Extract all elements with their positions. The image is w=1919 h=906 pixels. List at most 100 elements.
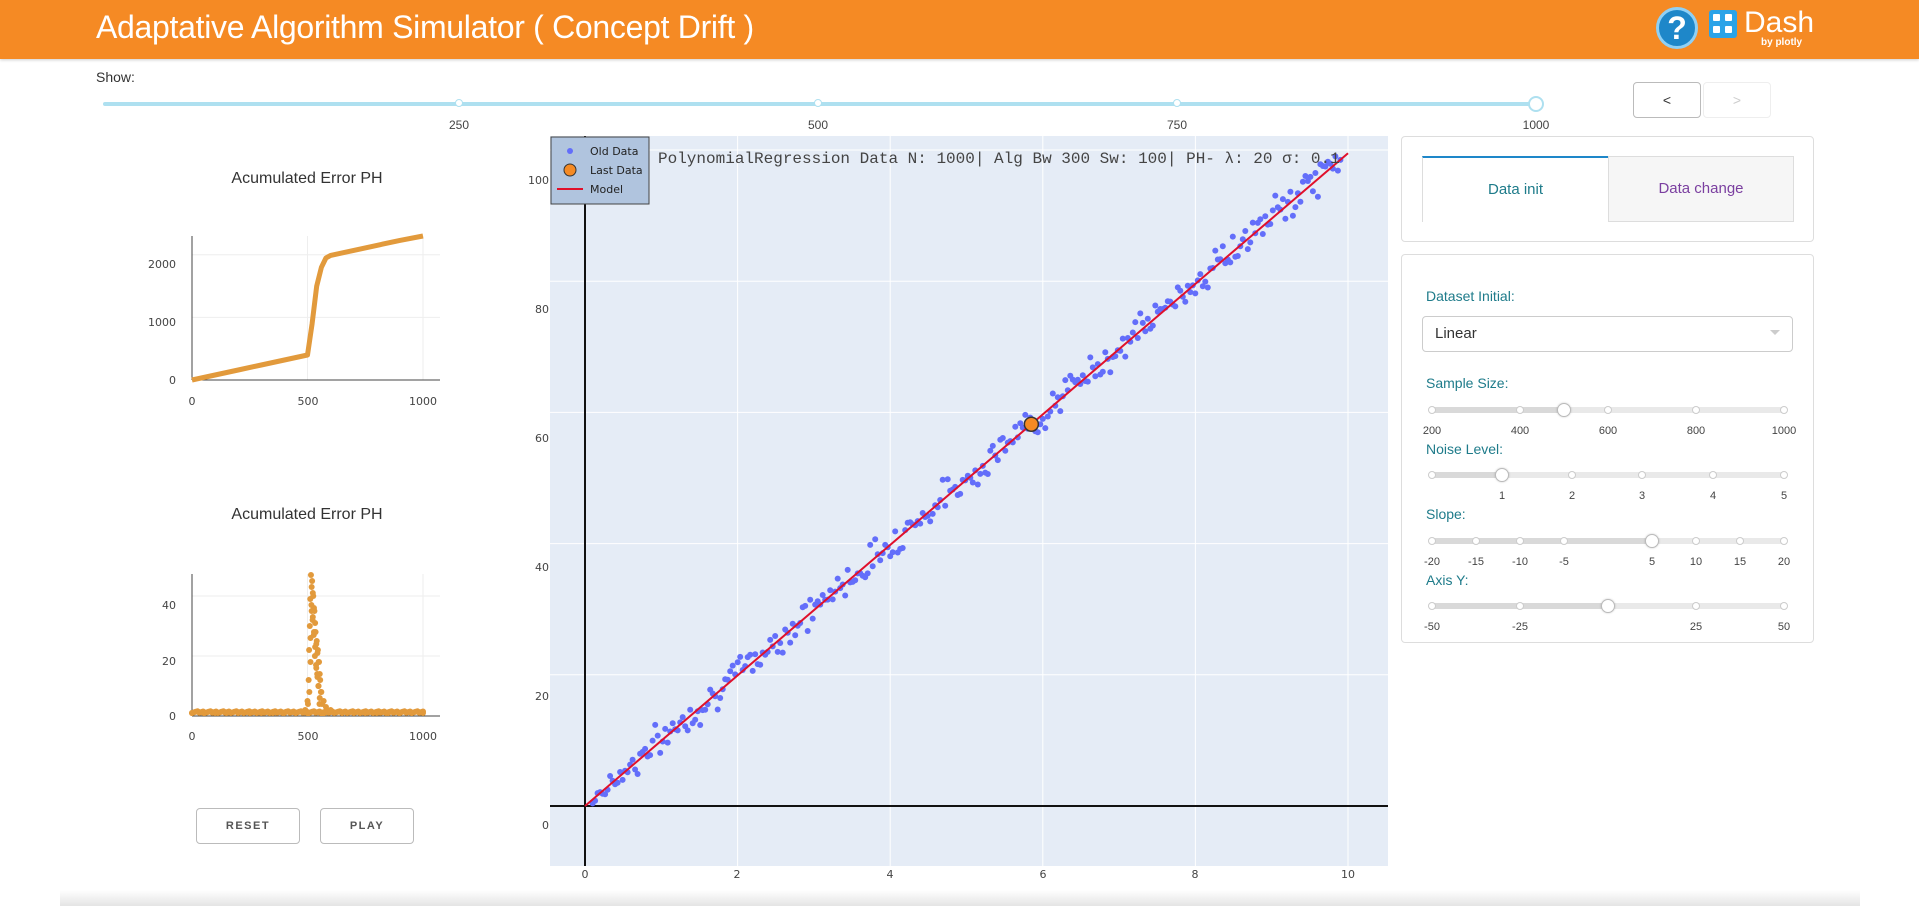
slope-slider-dot[interactable]	[1560, 537, 1568, 545]
error-chart-2-point	[318, 689, 325, 695]
main-chart-old-point	[789, 620, 796, 627]
next-button[interactable]: >	[1703, 82, 1771, 118]
sample-size-slider-dot[interactable]	[1428, 406, 1436, 414]
main-chart-old-point	[684, 727, 691, 734]
reset-button[interactable]: RESET	[196, 808, 300, 844]
main-chart-old-point	[1297, 198, 1304, 205]
slope-slider-handle[interactable]	[1645, 534, 1659, 548]
noise-level-slider-dot[interactable]	[1638, 471, 1646, 479]
main-chart-old-point	[787, 639, 794, 646]
slope-mark: -15	[1468, 556, 1484, 568]
error-chart-2-point	[307, 659, 314, 665]
main-chart-old-point	[984, 471, 991, 477]
main-chart-old-point	[802, 602, 809, 609]
axis-y-slider-dot[interactable]	[1692, 602, 1700, 610]
error-chart-2-point	[200, 710, 207, 716]
slope-mark: -20	[1424, 556, 1440, 568]
sample-size-slider-handle[interactable]	[1557, 403, 1571, 417]
main-chart-old-point	[807, 596, 814, 603]
slope-mark: -5	[1559, 556, 1569, 568]
sample-size-slider-dot[interactable]	[1604, 406, 1612, 414]
play-button[interactable]: PLAY	[320, 808, 414, 844]
legend-old-data[interactable]: Old Data	[590, 145, 638, 158]
dataset-dropdown[interactable]: Linear	[1422, 316, 1793, 352]
error-chart-2-point	[420, 710, 426, 716]
show-slider-handle[interactable]	[1528, 96, 1544, 112]
main-chart-old-point	[1199, 283, 1206, 290]
main-chart-old-point	[1229, 233, 1236, 240]
main-chart-old-point	[1044, 413, 1051, 420]
show-slider-dot[interactable]	[455, 99, 463, 107]
sample-size-slider-dot[interactable]	[1780, 406, 1788, 414]
slope-slider-dot[interactable]	[1736, 537, 1744, 545]
main-chart-old-point	[917, 520, 924, 527]
noise-level-slider-dot[interactable]	[1780, 471, 1788, 479]
tab-data-change[interactable]: Data change	[1608, 156, 1794, 222]
main-chart-old-point	[727, 668, 734, 675]
axis-y-slider-handle[interactable]	[1601, 599, 1615, 613]
legend-model[interactable]: Model	[590, 183, 623, 196]
error-chart-2-point	[258, 710, 265, 716]
error-chart-2-ytick: 0	[169, 710, 176, 723]
main-chart-old-point	[1107, 369, 1114, 376]
main-chart-old-point	[1259, 231, 1266, 237]
main-chart-old-point	[1249, 219, 1256, 226]
error-chart-2-point	[189, 710, 195, 716]
main-chart-old-point	[872, 536, 879, 543]
help-icon[interactable]: ?	[1656, 7, 1698, 49]
axis-y-slider-dot[interactable]	[1516, 602, 1524, 610]
main-chart-ytick: 0	[542, 819, 549, 832]
main-chart-old-point	[1152, 302, 1159, 309]
slope-slider-dot[interactable]	[1780, 537, 1788, 545]
show-label: Show:	[96, 69, 135, 85]
legend-last-data[interactable]: Last Data	[590, 164, 643, 177]
main-chart-old-point	[749, 667, 756, 674]
slope-slider-dot[interactable]	[1516, 537, 1524, 545]
tab-data-init[interactable]: Data init	[1422, 156, 1608, 222]
main-chart-old-point	[1269, 207, 1276, 214]
axis-y-slider-dot[interactable]	[1780, 602, 1788, 610]
main-chart-old-point	[844, 566, 851, 573]
main-chart-old-point	[892, 528, 899, 535]
sample-size-slider-dot[interactable]	[1692, 406, 1700, 414]
noise-level-slider-handle[interactable]	[1495, 468, 1509, 482]
main-chart-old-point	[1314, 193, 1321, 200]
sample-size-slider-dot[interactable]	[1516, 406, 1524, 414]
show-slider-dot[interactable]	[814, 99, 822, 107]
slope-slider-dot[interactable]	[1472, 537, 1480, 545]
main-chart-old-point	[1182, 298, 1189, 305]
noise-level-slider-dot[interactable]	[1568, 471, 1576, 479]
main-chart-old-point	[929, 510, 936, 517]
slope-slider-dot[interactable]	[1428, 537, 1436, 545]
main-chart-ytick: 20	[535, 690, 549, 703]
main-chart-old-point	[1299, 178, 1306, 185]
main-chart-old-point	[1172, 303, 1179, 310]
main-chart-old-point	[634, 771, 641, 777]
noise-level-slider-track[interactable]	[1429, 472, 1787, 478]
error-chart-2-xtick: 0	[189, 730, 196, 743]
main-chart-old-point	[987, 447, 994, 454]
main-chart-old-point	[687, 706, 694, 713]
main-chart-old-point	[974, 481, 981, 488]
main-chart-old-point	[829, 596, 836, 603]
noise-level-slider-dot[interactable]	[1428, 471, 1436, 479]
show-slider-dot[interactable]	[1173, 99, 1181, 107]
main-chart-old-point	[724, 676, 731, 683]
error-chart-2-point	[306, 623, 313, 629]
error-chart-1-ytick: 0	[169, 374, 176, 387]
main-chart-xtick: 4	[887, 868, 894, 881]
main-chart-old-point	[1234, 253, 1241, 259]
sample-size-mark: 1000	[1771, 425, 1797, 437]
previous-button[interactable]: <	[1633, 82, 1701, 118]
dash-logo-icon	[1709, 10, 1737, 38]
error-chart-2-point	[309, 578, 316, 584]
error-chart-2-point	[408, 710, 415, 716]
axis-y-mark: 25	[1689, 621, 1703, 633]
slope-slider-dot[interactable]	[1692, 537, 1700, 545]
axis-y-mark: -25	[1512, 621, 1528, 633]
chevron-down-icon[interactable]	[1770, 330, 1780, 335]
axis-y-slider-dot[interactable]	[1428, 602, 1436, 610]
error-chart-1-line	[191, 233, 424, 383]
main-chart-old-point	[692, 716, 699, 723]
noise-level-slider-dot[interactable]	[1709, 471, 1717, 479]
